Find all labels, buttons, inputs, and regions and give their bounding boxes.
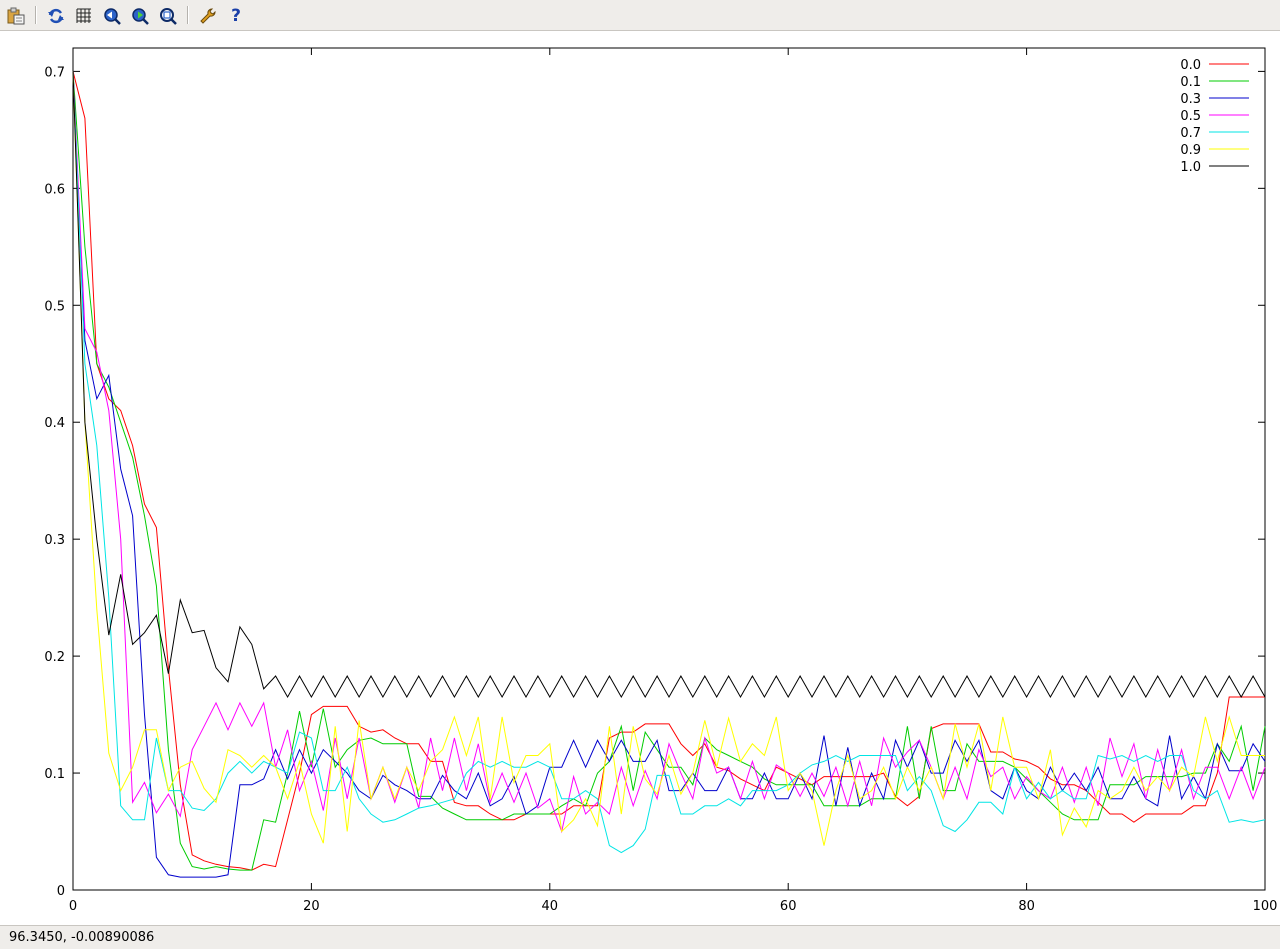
x-tick-label: 40 <box>542 899 559 914</box>
help-button[interactable]: ? <box>225 5 247 27</box>
y-tick-label: 0.5 <box>44 299 65 314</box>
series-line-0.7 <box>72 71 1266 854</box>
series-line-0.9 <box>72 71 1265 846</box>
y-tick-label: 0.7 <box>44 65 65 80</box>
series-line-1.0 <box>72 71 1266 699</box>
toolbar: ? <box>0 0 1280 31</box>
status-bar: 96.3450, -0.00890086 <box>0 925 1280 949</box>
series-line-0.0 <box>72 71 1265 871</box>
grid-button[interactable] <box>73 5 95 27</box>
clipboard-icon <box>7 7 25 25</box>
series-line-0.3 <box>72 71 1266 878</box>
mouse-coordinates: 96.3450, -0.00890086 <box>9 930 155 945</box>
plot-area[interactable]: 0 0.1 0.2 0.3 0.4 0.5 0.6 0.7 0 20 40 60 80 100 0.0 0.1… <box>0 31 1280 924</box>
series-line-0.5 <box>72 71 1266 834</box>
y-tick-label: 0.1 <box>44 767 65 782</box>
wrench-icon <box>200 8 216 24</box>
legend-label: 0.7 <box>1180 126 1201 141</box>
zoom-previous-icon <box>104 8 121 25</box>
legend-label: 0.9 <box>1180 143 1201 158</box>
help-icon: ? <box>231 6 241 26</box>
y-tick-label: 0.6 <box>44 182 65 197</box>
zoom-next-icon <box>132 8 149 25</box>
toolbar-separator <box>35 6 37 24</box>
refresh-icon <box>48 8 64 24</box>
zoom-next-button[interactable] <box>129 5 151 27</box>
x-tick-label: 100 <box>1253 899 1278 914</box>
legend-label: 0.1 <box>1180 75 1201 90</box>
plot-frame <box>72 47 1266 891</box>
toolbar-separator <box>187 6 189 24</box>
series-line-0.1 <box>72 71 1266 871</box>
x-tick-label: 80 <box>1018 899 1035 914</box>
unzoom-icon <box>160 8 177 25</box>
y-tick-label: 0.2 <box>44 650 65 665</box>
y-tick-label: 0 <box>57 884 65 899</box>
unzoom-button[interactable] <box>157 5 179 27</box>
x-tick-label: 0 <box>69 899 77 914</box>
legend-label: 0.0 <box>1180 58 1201 73</box>
legend-label: 0.5 <box>1180 109 1201 124</box>
config-button[interactable] <box>197 5 219 27</box>
line-chart: 0 0.1 0.2 0.3 0.4 0.5 0.6 0.7 0 20 40 60 80 100 0.0 0.1… <box>44 47 1278 914</box>
x-tick-label: 20 <box>303 899 320 914</box>
y-tick-label: 0.4 <box>44 416 65 431</box>
copy-clipboard-button[interactable] <box>5 5 27 27</box>
legend-label: 1.0 <box>1180 160 1201 175</box>
zoom-previous-button[interactable] <box>101 5 123 27</box>
replot-button[interactable] <box>45 5 67 27</box>
grid-icon <box>76 8 91 23</box>
y-tick-label: 0.3 <box>44 533 65 548</box>
x-tick-label: 60 <box>780 899 797 914</box>
legend-label: 0.3 <box>1180 92 1201 107</box>
